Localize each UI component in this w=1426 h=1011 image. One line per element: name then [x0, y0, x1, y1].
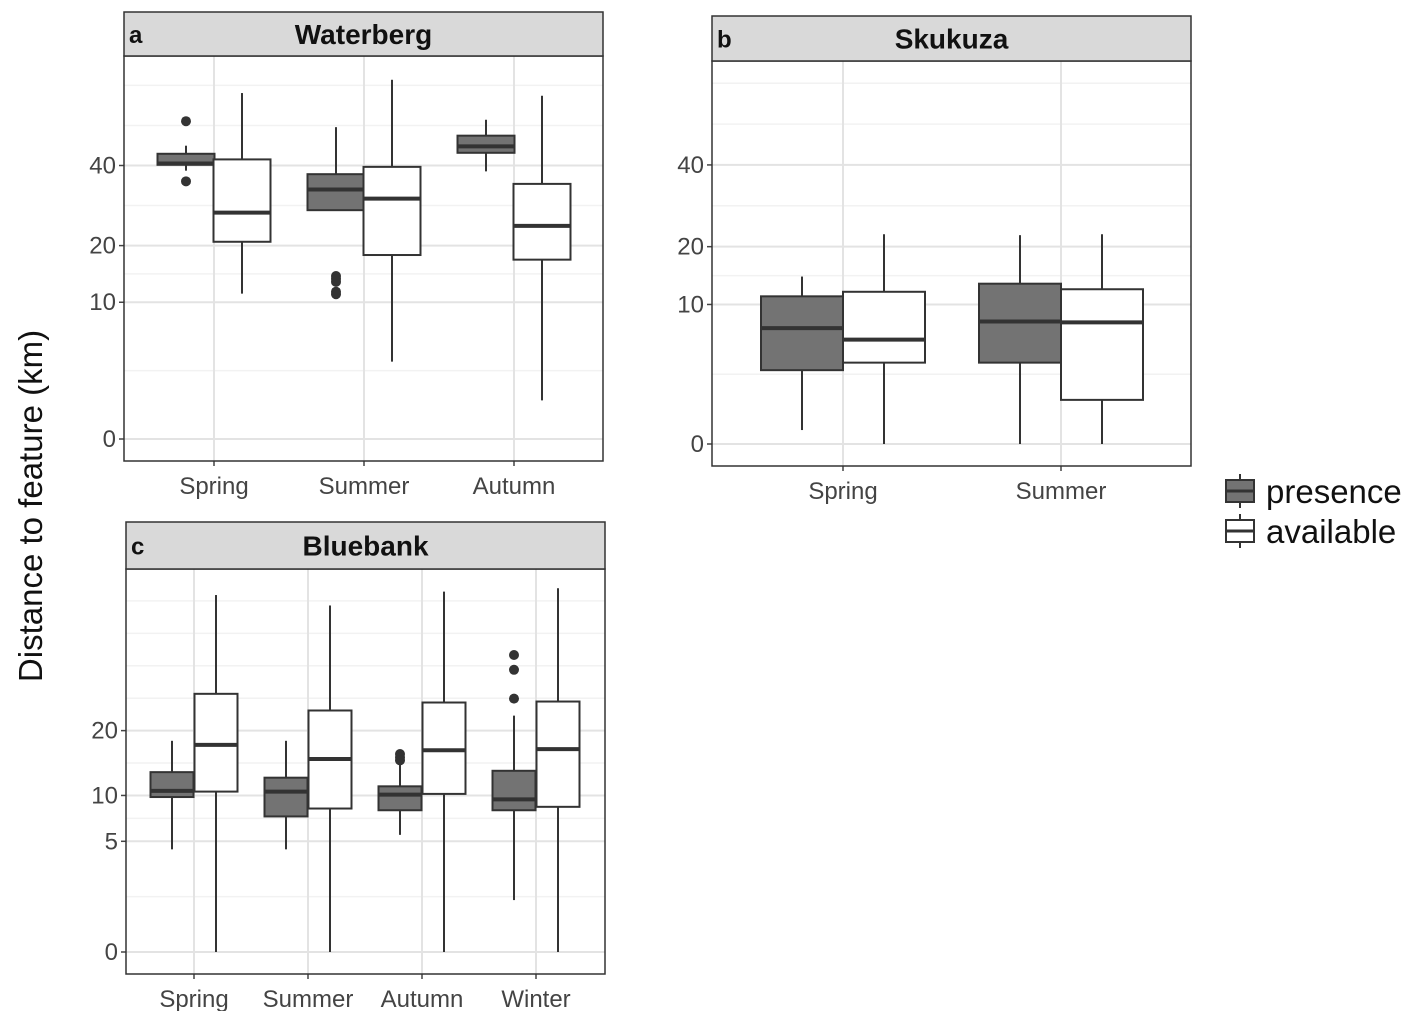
- box-body: [306, 173, 366, 212]
- box-body: [512, 182, 572, 261]
- box-body: [760, 295, 844, 372]
- outlier-point: [181, 176, 191, 187]
- box-body: [362, 165, 422, 257]
- box-presence-summer: [306, 127, 366, 300]
- strip-background: [123, 11, 604, 57]
- box-body: [421, 701, 467, 795]
- legend: presence available: [1225, 473, 1402, 550]
- box-body: [1060, 288, 1144, 401]
- x-tick-label: Winter: [501, 986, 570, 1011]
- box-presence-spring: [149, 740, 195, 850]
- legend-label-available: available: [1266, 513, 1396, 550]
- y-tick-label: 5: [105, 828, 118, 855]
- outlier-point: [395, 755, 405, 766]
- strip-title: Skukuza: [895, 24, 1009, 55]
- box-presence-summer: [978, 235, 1062, 444]
- box-body: [212, 158, 272, 243]
- box-available-summer: [307, 605, 353, 952]
- x-tick-label: Summer: [319, 473, 410, 500]
- y-tick-label: 20: [91, 718, 118, 745]
- box-body: [491, 769, 537, 812]
- box-available-autumn: [421, 591, 467, 952]
- strip-background: [711, 15, 1192, 62]
- y-tick-label: 10: [89, 289, 116, 316]
- box-available-winter: [535, 588, 581, 952]
- legend-item-available: available: [1225, 513, 1396, 550]
- x-tick-label: Spring: [808, 478, 877, 505]
- box-presence-autumn: [456, 119, 516, 172]
- x-tick-label: Summer: [263, 986, 354, 1011]
- outlier-point: [331, 276, 341, 287]
- box-body: [456, 134, 516, 154]
- x-tick-label: Spring: [179, 473, 248, 500]
- panel-tag: c: [131, 534, 144, 561]
- strip-title: Waterberg: [295, 19, 432, 50]
- strip-background: [125, 521, 606, 570]
- y-tick-label: 10: [677, 291, 704, 318]
- box-body: [377, 785, 423, 812]
- y-tick-label: 0: [105, 939, 118, 966]
- outlier-point: [331, 289, 341, 300]
- box-body: [842, 290, 926, 364]
- x-tick-label: Autumn: [381, 986, 464, 1011]
- box-available-summer: [1060, 234, 1144, 444]
- outlier-point: [509, 693, 519, 704]
- box-available-summer: [362, 79, 422, 362]
- outlier-point: [509, 649, 519, 660]
- x-tick-label: Summer: [1016, 478, 1107, 505]
- panels-layer: 0 10 20 40 Spring Summer Autumn Waterberg a 0 10 20…: [89, 11, 1192, 1011]
- strip-title: Bluebank: [302, 531, 428, 562]
- box-body: [263, 776, 309, 818]
- panel-skukuza: 0 10 20 40 Spring Summer Skukuza b: [677, 15, 1192, 505]
- y-tick-label: 20: [89, 233, 116, 260]
- y-axis-title-text: Distance to feature (km): [12, 330, 49, 682]
- box-available-spring: [212, 93, 272, 294]
- box-presence-spring: [760, 276, 844, 431]
- box-available-spring: [193, 595, 239, 952]
- x-tick-label: Spring: [159, 986, 228, 1011]
- panel-tag: b: [717, 27, 732, 54]
- box-presence-autumn: [377, 748, 423, 835]
- plot-area: [712, 61, 1191, 466]
- legend-label-presence: presence: [1266, 473, 1402, 510]
- panel-waterberg: 0 10 20 40 Spring Summer Autumn Waterberg a: [89, 11, 604, 500]
- y-tick-label: 10: [91, 782, 118, 809]
- y-tick-label: 20: [677, 234, 704, 261]
- box-body: [193, 692, 239, 793]
- y-tick-label: 40: [89, 152, 116, 179]
- box-body: [535, 700, 581, 808]
- box-available-spring: [842, 234, 926, 444]
- y-tick-label: 0: [103, 426, 116, 453]
- box-available-autumn: [512, 95, 572, 401]
- box-body: [149, 771, 195, 799]
- y-tick-label: 0: [691, 431, 704, 458]
- outlier-point: [181, 116, 191, 127]
- panel-tag: a: [129, 22, 143, 49]
- y-axis-title: Distance to feature (km): [12, 330, 49, 682]
- legend-item-presence: presence: [1225, 473, 1402, 510]
- x-tick-label: Autumn: [473, 473, 556, 500]
- panel-bluebank: 0 5 10 20 Spring Summer Autumn Winter Bluebank c: [91, 521, 606, 1011]
- outlier-point: [509, 664, 519, 675]
- y-tick-label: 40: [677, 152, 704, 179]
